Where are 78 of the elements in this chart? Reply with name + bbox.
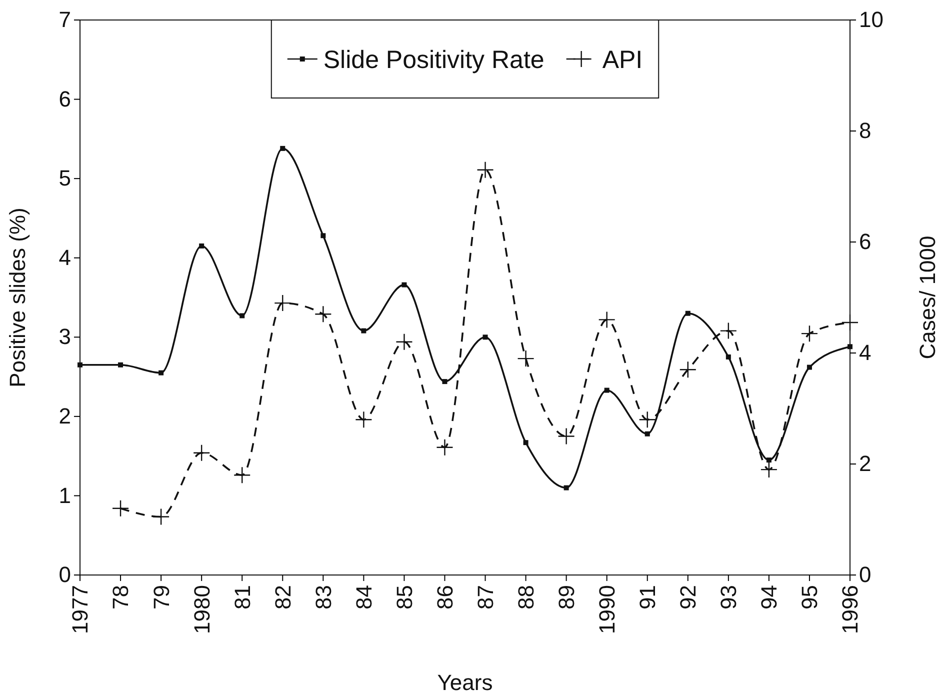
point [361, 328, 366, 334]
point [442, 379, 448, 384]
point [598, 311, 616, 328]
x-tick-label: 81 [230, 585, 255, 610]
point [112, 500, 130, 517]
point [679, 361, 696, 378]
x-tick-label: 86 [432, 585, 458, 610]
point [240, 313, 245, 318]
point [517, 350, 534, 368]
x-tick-label: 85 [392, 585, 417, 610]
point [766, 458, 772, 463]
point [274, 294, 292, 312]
point [234, 466, 251, 484]
point [564, 485, 569, 490]
x-tick-label: 88 [513, 585, 538, 610]
x-tick-label: 87 [472, 585, 498, 610]
point [760, 460, 778, 478]
point [848, 344, 852, 350]
point [78, 362, 82, 368]
x-tick-label: 82 [270, 585, 296, 610]
y-tick-label: 6 [58, 86, 71, 112]
y2-axis-title: Cases/ 1000 [915, 236, 940, 360]
y2-tick-label: 10 [859, 7, 884, 32]
point [158, 370, 164, 376]
point [841, 314, 859, 332]
point [726, 354, 731, 360]
y2-tick-label: 8 [859, 118, 872, 144]
point [152, 508, 170, 526]
point [355, 411, 372, 428]
x-tick-label: 83 [310, 585, 336, 610]
x-tick-label: 1980 [189, 585, 214, 634]
y-tick-label: 7 [58, 7, 71, 32]
point [685, 310, 690, 316]
point [800, 324, 818, 342]
point [280, 146, 286, 151]
point [314, 306, 332, 323]
legend-label: API [602, 46, 643, 74]
point [199, 243, 204, 248]
point [523, 440, 528, 446]
x-tick-label: 79 [148, 585, 174, 610]
y2-tick-label: 4 [859, 340, 872, 366]
x-tick-label: 1977 [68, 585, 93, 634]
point [118, 362, 124, 368]
point [604, 388, 610, 393]
point [436, 438, 454, 456]
y-tick-label: 2 [58, 403, 71, 428]
y-tick-label: 0 [58, 562, 71, 588]
point [396, 333, 413, 350]
x-tick-label: 93 [716, 585, 742, 610]
point [638, 411, 656, 428]
y2-tick-label: 2 [859, 451, 872, 476]
point [192, 444, 210, 462]
x-tick-label: 94 [756, 585, 782, 610]
y-tick-label: 1 [58, 482, 71, 508]
x-tick-label: 95 [797, 585, 822, 610]
y-tick-label: 5 [58, 166, 71, 191]
x-tick-label: 89 [554, 585, 580, 610]
point [806, 364, 812, 370]
x-axis-title: Years [437, 670, 493, 695]
y-tick-label: 4 [58, 244, 71, 270]
point [476, 161, 494, 178]
x-tick-label: 92 [676, 585, 701, 610]
y2-tick-label: 0 [859, 562, 872, 588]
x-tick-label: 91 [635, 585, 660, 610]
y-tick-label: 3 [58, 324, 71, 350]
x-tick-label: 84 [351, 585, 376, 610]
point [320, 233, 326, 238]
x-tick-label: 1996 [838, 585, 863, 634]
y-axis-title: Positive slides (%) [5, 208, 30, 388]
point [482, 334, 488, 340]
legend-label: Slide Positivity Rate [323, 46, 544, 74]
point [558, 428, 575, 445]
point [644, 431, 650, 436]
x-tick-label: 78 [108, 585, 134, 610]
point [402, 282, 407, 288]
x-tick-label: 1990 [594, 585, 620, 634]
y2-tick-label: 6 [859, 229, 872, 254]
point [720, 322, 738, 340]
